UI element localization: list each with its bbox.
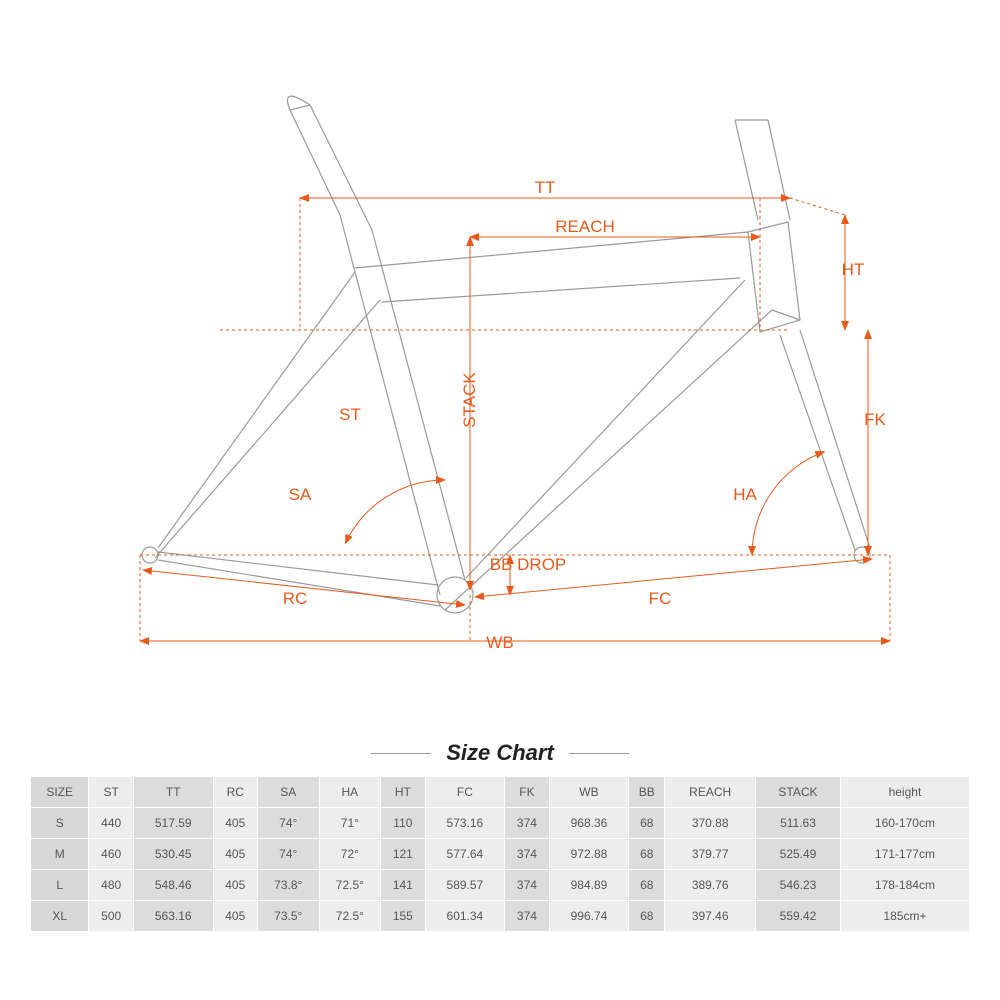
- dim-label-bbdrop: BB DROP: [490, 555, 567, 574]
- col-fk: FK: [505, 777, 549, 808]
- frame-outline: [142, 96, 870, 613]
- col-stack: STACK: [756, 777, 841, 808]
- col-ht: HT: [381, 777, 425, 808]
- dim-label-fk: FK: [864, 410, 886, 429]
- table-row: XL500563.1640573.5°72.5°155601.34374996.…: [31, 901, 970, 932]
- size-chart-title-row: Size Chart: [30, 740, 970, 766]
- dim-label-tt: TT: [535, 178, 556, 197]
- geometry-diagram: TT REACH HT FK HA FC WB BB DROP RC SA ST STACK: [0, 0, 1000, 730]
- col-sa: SA: [257, 777, 319, 808]
- table-row: L480548.4640573.8°72.5°141589.57374984.8…: [31, 870, 970, 901]
- dim-label-rc: RC: [283, 589, 308, 608]
- size-chart-table: SIZESTTTRCSAHAHTFCFKWBBBREACHSTACKheight…: [30, 776, 970, 932]
- table-row: S440517.5940574°71°110573.16374968.36683…: [31, 808, 970, 839]
- col-fc: FC: [425, 777, 505, 808]
- col-st: ST: [89, 777, 133, 808]
- dim-label-st: ST: [339, 405, 361, 424]
- dim-label-stack: STACK: [460, 372, 479, 428]
- dim-label-wb: WB: [486, 633, 513, 652]
- col-wb: WB: [549, 777, 629, 808]
- dim-label-reach: REACH: [555, 217, 615, 236]
- size-chart-title: Size Chart: [446, 740, 554, 766]
- dim-label-ht: HT: [842, 260, 865, 279]
- col-tt: TT: [133, 777, 213, 808]
- col-ha: HA: [319, 777, 381, 808]
- col-reach: REACH: [665, 777, 756, 808]
- col-rc: RC: [213, 777, 257, 808]
- col-size: SIZE: [31, 777, 89, 808]
- dim-label-ha: HA: [733, 485, 757, 504]
- table-row: M460530.4540574°72°121577.64374972.88683…: [31, 839, 970, 870]
- dim-label-sa: SA: [289, 485, 312, 504]
- col-height: height: [840, 777, 969, 808]
- col-bb: BB: [629, 777, 665, 808]
- size-chart-section: Size Chart SIZESTTTRCSAHAHTFCFKWBBBREACH…: [30, 740, 970, 932]
- dim-label-fc: FC: [649, 589, 672, 608]
